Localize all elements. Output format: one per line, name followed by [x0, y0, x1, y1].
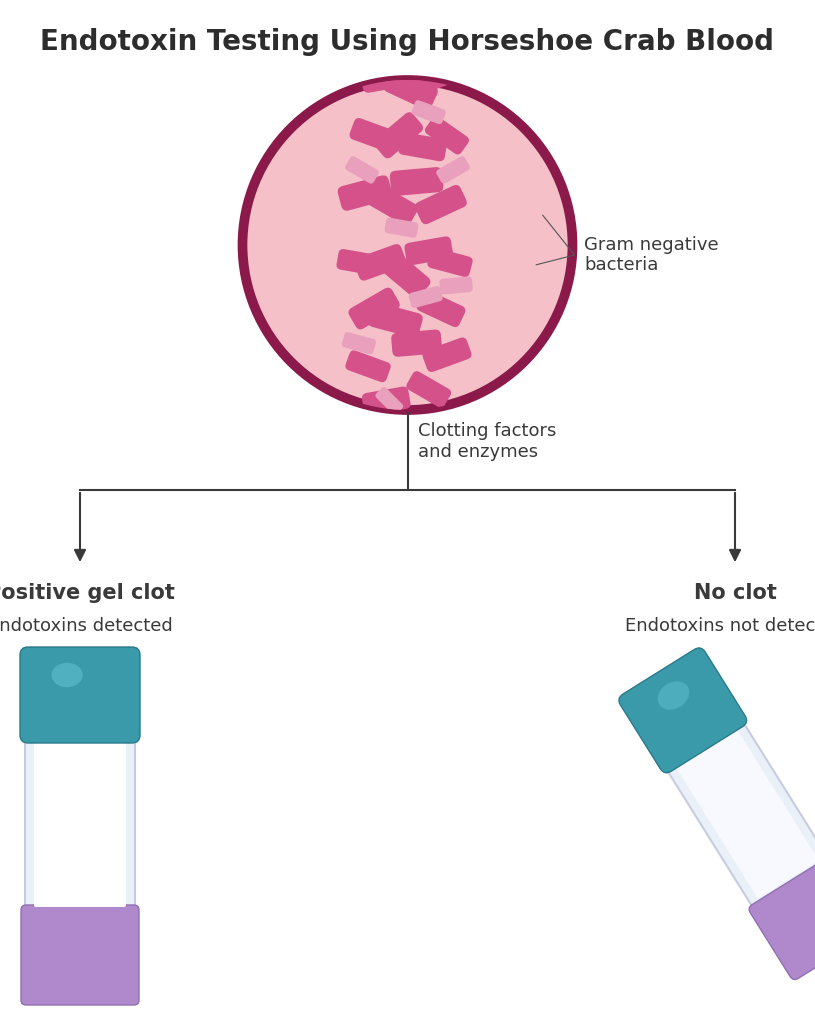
- Text: No clot: No clot: [694, 583, 777, 603]
- FancyBboxPatch shape: [619, 648, 747, 773]
- FancyBboxPatch shape: [439, 276, 473, 294]
- FancyBboxPatch shape: [378, 250, 430, 298]
- FancyBboxPatch shape: [34, 743, 126, 907]
- FancyBboxPatch shape: [404, 237, 453, 265]
- FancyBboxPatch shape: [355, 244, 406, 281]
- FancyBboxPatch shape: [21, 905, 139, 1005]
- FancyBboxPatch shape: [416, 290, 465, 327]
- FancyBboxPatch shape: [409, 286, 443, 308]
- FancyBboxPatch shape: [368, 302, 423, 338]
- FancyBboxPatch shape: [412, 100, 446, 124]
- FancyBboxPatch shape: [391, 330, 442, 356]
- FancyBboxPatch shape: [346, 350, 390, 382]
- FancyBboxPatch shape: [367, 450, 400, 468]
- FancyBboxPatch shape: [20, 647, 140, 743]
- FancyBboxPatch shape: [349, 288, 400, 330]
- FancyBboxPatch shape: [350, 118, 399, 153]
- FancyBboxPatch shape: [385, 218, 418, 238]
- Text: Endotoxins detected: Endotoxins detected: [0, 617, 173, 635]
- FancyBboxPatch shape: [25, 712, 135, 928]
- FancyBboxPatch shape: [749, 857, 815, 980]
- FancyBboxPatch shape: [383, 69, 438, 110]
- FancyBboxPatch shape: [425, 116, 469, 155]
- FancyBboxPatch shape: [399, 132, 447, 161]
- FancyBboxPatch shape: [360, 62, 412, 93]
- Text: Endotoxins not detected: Endotoxins not detected: [625, 617, 815, 635]
- FancyBboxPatch shape: [367, 183, 418, 225]
- FancyBboxPatch shape: [654, 699, 815, 937]
- FancyBboxPatch shape: [410, 60, 460, 95]
- FancyBboxPatch shape: [374, 113, 423, 159]
- FancyBboxPatch shape: [390, 167, 443, 196]
- FancyBboxPatch shape: [345, 157, 379, 183]
- FancyBboxPatch shape: [429, 413, 459, 435]
- Text: Endotoxin Testing Using Horseshoe Crab Blood: Endotoxin Testing Using Horseshoe Crab B…: [41, 28, 774, 56]
- FancyBboxPatch shape: [415, 185, 467, 224]
- FancyBboxPatch shape: [422, 338, 472, 372]
- FancyBboxPatch shape: [337, 249, 381, 275]
- Circle shape: [243, 80, 572, 410]
- FancyBboxPatch shape: [337, 175, 392, 211]
- Ellipse shape: [51, 663, 82, 687]
- FancyBboxPatch shape: [376, 387, 403, 415]
- Text: Clotting factors
and enzymes: Clotting factors and enzymes: [417, 422, 556, 461]
- Text: Gram negative
bacteria: Gram negative bacteria: [584, 236, 719, 274]
- Ellipse shape: [658, 681, 689, 710]
- FancyBboxPatch shape: [351, 56, 385, 76]
- FancyBboxPatch shape: [427, 248, 473, 276]
- FancyBboxPatch shape: [342, 332, 376, 354]
- FancyBboxPatch shape: [362, 386, 411, 416]
- FancyBboxPatch shape: [407, 371, 452, 408]
- Text: Positive gel clot: Positive gel clot: [0, 583, 174, 603]
- FancyBboxPatch shape: [677, 730, 815, 898]
- FancyBboxPatch shape: [436, 157, 470, 183]
- FancyBboxPatch shape: [382, 411, 433, 437]
